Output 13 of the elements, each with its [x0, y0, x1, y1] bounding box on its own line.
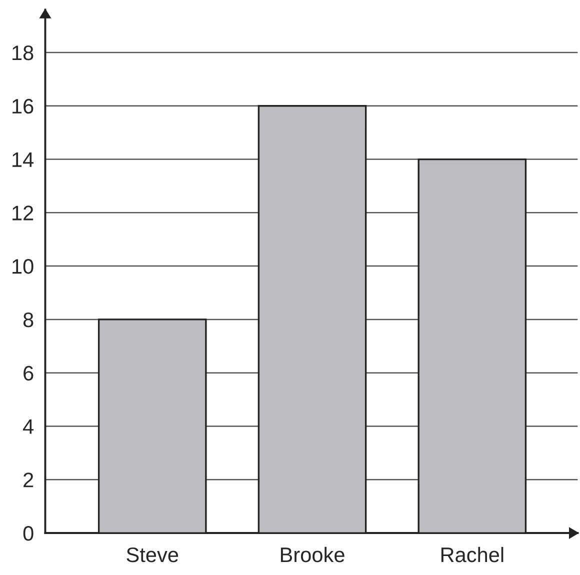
y-tick-label: 6 [24, 366, 34, 381]
x-tick-label: Steve [126, 547, 178, 562]
x-tick-label: Rachel [441, 546, 504, 562]
y-tick-label: 14 [12, 152, 34, 167]
y-tick-label: 18 [12, 45, 34, 60]
x-tick-label: Brooke [280, 546, 344, 562]
y-tick-label: 4 [23, 419, 34, 434]
y-tick-label: 12 [12, 206, 34, 220]
y-tick-label: 0 [23, 526, 34, 541]
y-tick-label: 2 [24, 472, 34, 488]
y-tick-label: 8 [23, 312, 34, 328]
y-tick-label: 10 [12, 259, 34, 274]
y-tick-label: 16 [12, 98, 34, 114]
